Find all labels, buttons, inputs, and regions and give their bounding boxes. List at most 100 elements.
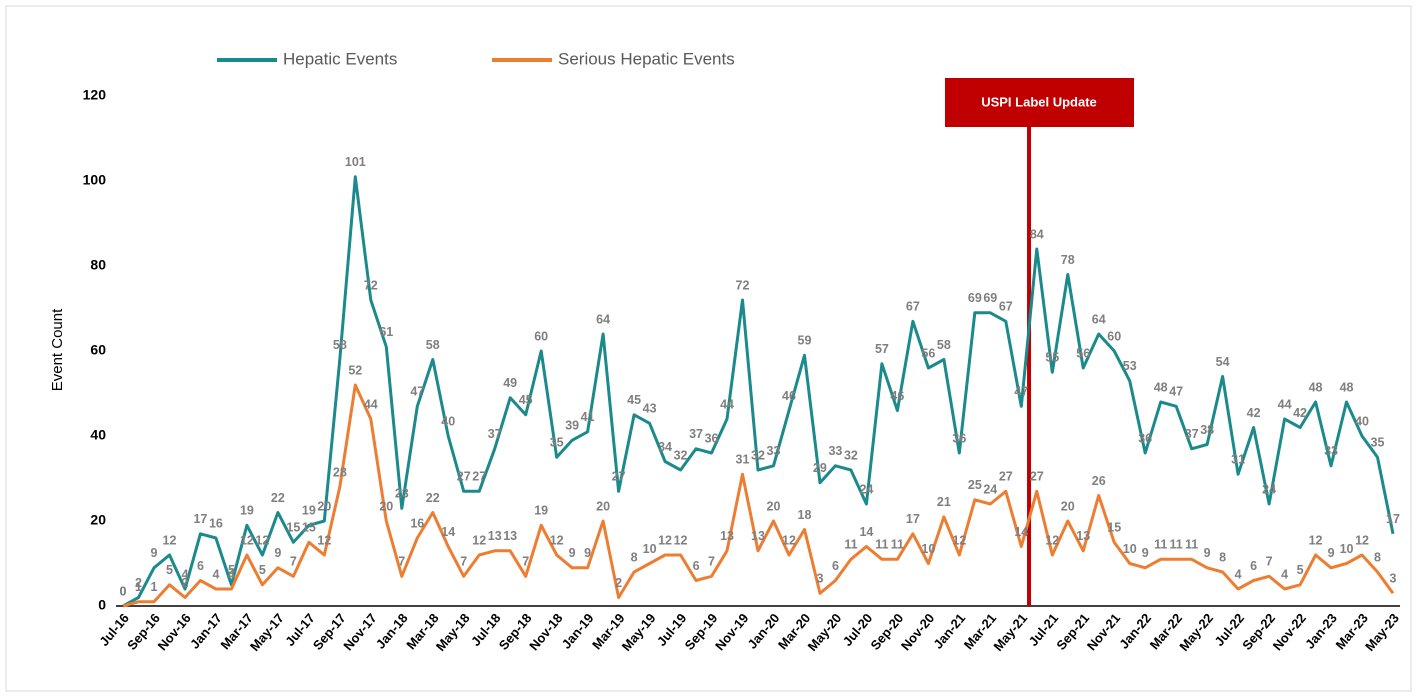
data-label: 7: [290, 555, 297, 569]
data-label: 42: [1293, 406, 1307, 420]
data-label: 72: [364, 278, 378, 292]
data-label: 14: [859, 525, 873, 539]
y-tick-label: 100: [83, 172, 107, 188]
data-label: 27: [612, 470, 626, 484]
data-label: 9: [1204, 546, 1211, 560]
data-label: 7: [522, 555, 529, 569]
data-label: 20: [767, 499, 781, 513]
data-label: 17: [193, 512, 207, 526]
data-label: 46: [890, 389, 904, 403]
data-label: 60: [1107, 329, 1121, 343]
data-label: 22: [271, 491, 285, 505]
data-label: 8: [1219, 550, 1226, 564]
data-label: 9: [584, 546, 591, 560]
data-label: 1: [150, 580, 157, 594]
data-label: 15: [302, 521, 316, 535]
data-label: 7: [1266, 555, 1273, 569]
data-label: 22: [426, 491, 440, 505]
data-label: 10: [1340, 542, 1354, 556]
data-label: 56: [1076, 346, 1090, 360]
data-label: 3: [1390, 572, 1397, 586]
data-label: 4: [181, 567, 188, 581]
y-tick-label: 80: [90, 257, 106, 273]
data-label: 13: [503, 529, 517, 543]
data-label: 31: [1231, 453, 1245, 467]
data-label: 44: [364, 397, 378, 411]
data-label: 101: [345, 155, 366, 169]
data-label: 6: [693, 559, 700, 573]
data-label: 12: [1309, 533, 1323, 547]
data-label: 46: [782, 389, 796, 403]
data-label: 15: [1107, 521, 1121, 535]
data-label: 13: [751, 529, 765, 543]
data-label: 11: [1185, 538, 1198, 552]
data-label: 55: [1045, 351, 1059, 365]
data-label: 39: [565, 419, 579, 433]
data-label: 60: [534, 329, 548, 343]
data-label: 12: [550, 533, 564, 547]
data-label: 10: [1123, 542, 1137, 556]
data-label: 12: [472, 533, 486, 547]
data-label: 43: [643, 402, 657, 416]
data-label: 5: [1297, 563, 1304, 577]
data-label: 34: [658, 440, 672, 454]
data-label: 58: [426, 338, 440, 352]
data-label: 33: [1324, 444, 1338, 458]
data-label: 36: [1138, 431, 1152, 445]
data-label: 44: [720, 397, 734, 411]
data-label: 32: [751, 448, 765, 462]
y-tick-label: 0: [98, 597, 106, 613]
data-label: 11: [1154, 538, 1167, 552]
data-label: 32: [844, 448, 858, 462]
data-label: 64: [1092, 312, 1106, 326]
data-label: 37: [689, 427, 703, 441]
data-label: 40: [1355, 414, 1369, 428]
data-label: 14: [1014, 525, 1028, 539]
data-label: 19: [302, 504, 316, 518]
annotation-text: USPI Label Update: [981, 94, 1097, 109]
data-label: 9: [1142, 546, 1149, 560]
data-label: 21: [937, 495, 951, 509]
data-label: 16: [410, 516, 424, 530]
data-label: 6: [832, 559, 839, 573]
data-label: 5: [166, 563, 173, 577]
data-label: 9: [1328, 546, 1335, 560]
data-label: 12: [255, 533, 269, 547]
data-label: 12: [1355, 533, 1369, 547]
data-label: 25: [968, 478, 982, 492]
data-label: 29: [813, 461, 827, 475]
data-label: 24: [983, 482, 997, 496]
data-label: 44: [1278, 397, 1292, 411]
data-label: 27: [472, 470, 486, 484]
data-label: 27: [999, 470, 1013, 484]
data-label: 32: [674, 448, 688, 462]
data-label: 20: [379, 499, 393, 513]
data-label: 61: [379, 325, 393, 339]
data-label: 6: [1250, 559, 1257, 573]
data-label: 57: [875, 342, 889, 356]
data-label: 48: [1309, 380, 1323, 394]
data-label: 12: [1045, 533, 1059, 547]
data-label: 36: [952, 431, 966, 445]
data-label: 27: [457, 470, 471, 484]
data-label: 11: [844, 538, 857, 552]
data-label: 59: [798, 334, 812, 348]
annotation-box: [945, 78, 1134, 127]
data-label: 40: [441, 414, 455, 428]
data-label: 69: [968, 291, 982, 305]
data-label: 16: [209, 516, 223, 530]
data-label: 54: [1216, 355, 1230, 369]
data-label: 12: [674, 533, 688, 547]
data-label: 4: [1281, 567, 1288, 581]
data-label: 58: [333, 338, 347, 352]
data-label: 4: [228, 567, 235, 581]
data-label: 17: [906, 512, 920, 526]
data-label: 13: [488, 529, 502, 543]
data-label: 47: [1014, 385, 1028, 399]
data-label: 37: [488, 427, 502, 441]
data-label: 47: [410, 385, 424, 399]
data-label: 28: [333, 465, 347, 479]
data-label: 20: [596, 499, 610, 513]
data-label: 0: [120, 584, 127, 598]
